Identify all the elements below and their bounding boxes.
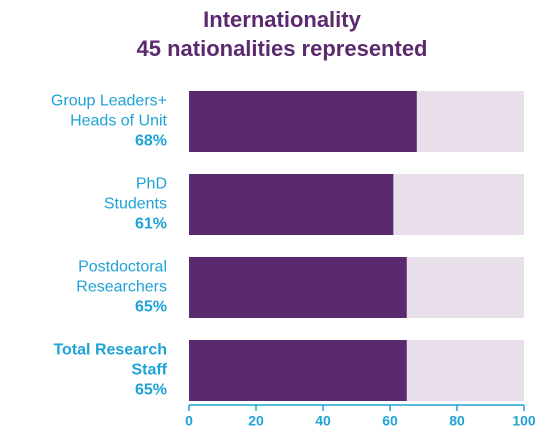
chart-subtitle: 45 nationalities represented — [137, 36, 428, 61]
bar — [189, 340, 407, 401]
category-label: Group Leaders+ — [51, 93, 167, 110]
category-label: Staff — [131, 362, 167, 379]
x-tick-label: 60 — [382, 413, 398, 429]
value-label: 65% — [135, 382, 167, 399]
x-tick-label: 100 — [512, 413, 536, 429]
bar — [189, 257, 407, 318]
x-tick-label: 40 — [315, 413, 331, 429]
category-label: Total Research — [53, 342, 167, 359]
value-label: 65% — [135, 299, 167, 316]
category-label: Heads of Unit — [70, 113, 167, 130]
bar — [189, 174, 394, 235]
chart-title: Internationality — [203, 7, 361, 32]
category-label: Researchers — [76, 279, 167, 296]
x-tick-label: 20 — [248, 413, 264, 429]
category-label: Postdoctoral — [78, 259, 167, 276]
value-label: 68% — [135, 133, 167, 150]
category-label: Students — [104, 196, 167, 213]
category-label: PhD — [136, 176, 167, 193]
x-tick-label: 0 — [185, 413, 193, 429]
x-tick-label: 80 — [449, 413, 465, 429]
bar — [189, 91, 417, 152]
value-label: 61% — [135, 216, 167, 233]
